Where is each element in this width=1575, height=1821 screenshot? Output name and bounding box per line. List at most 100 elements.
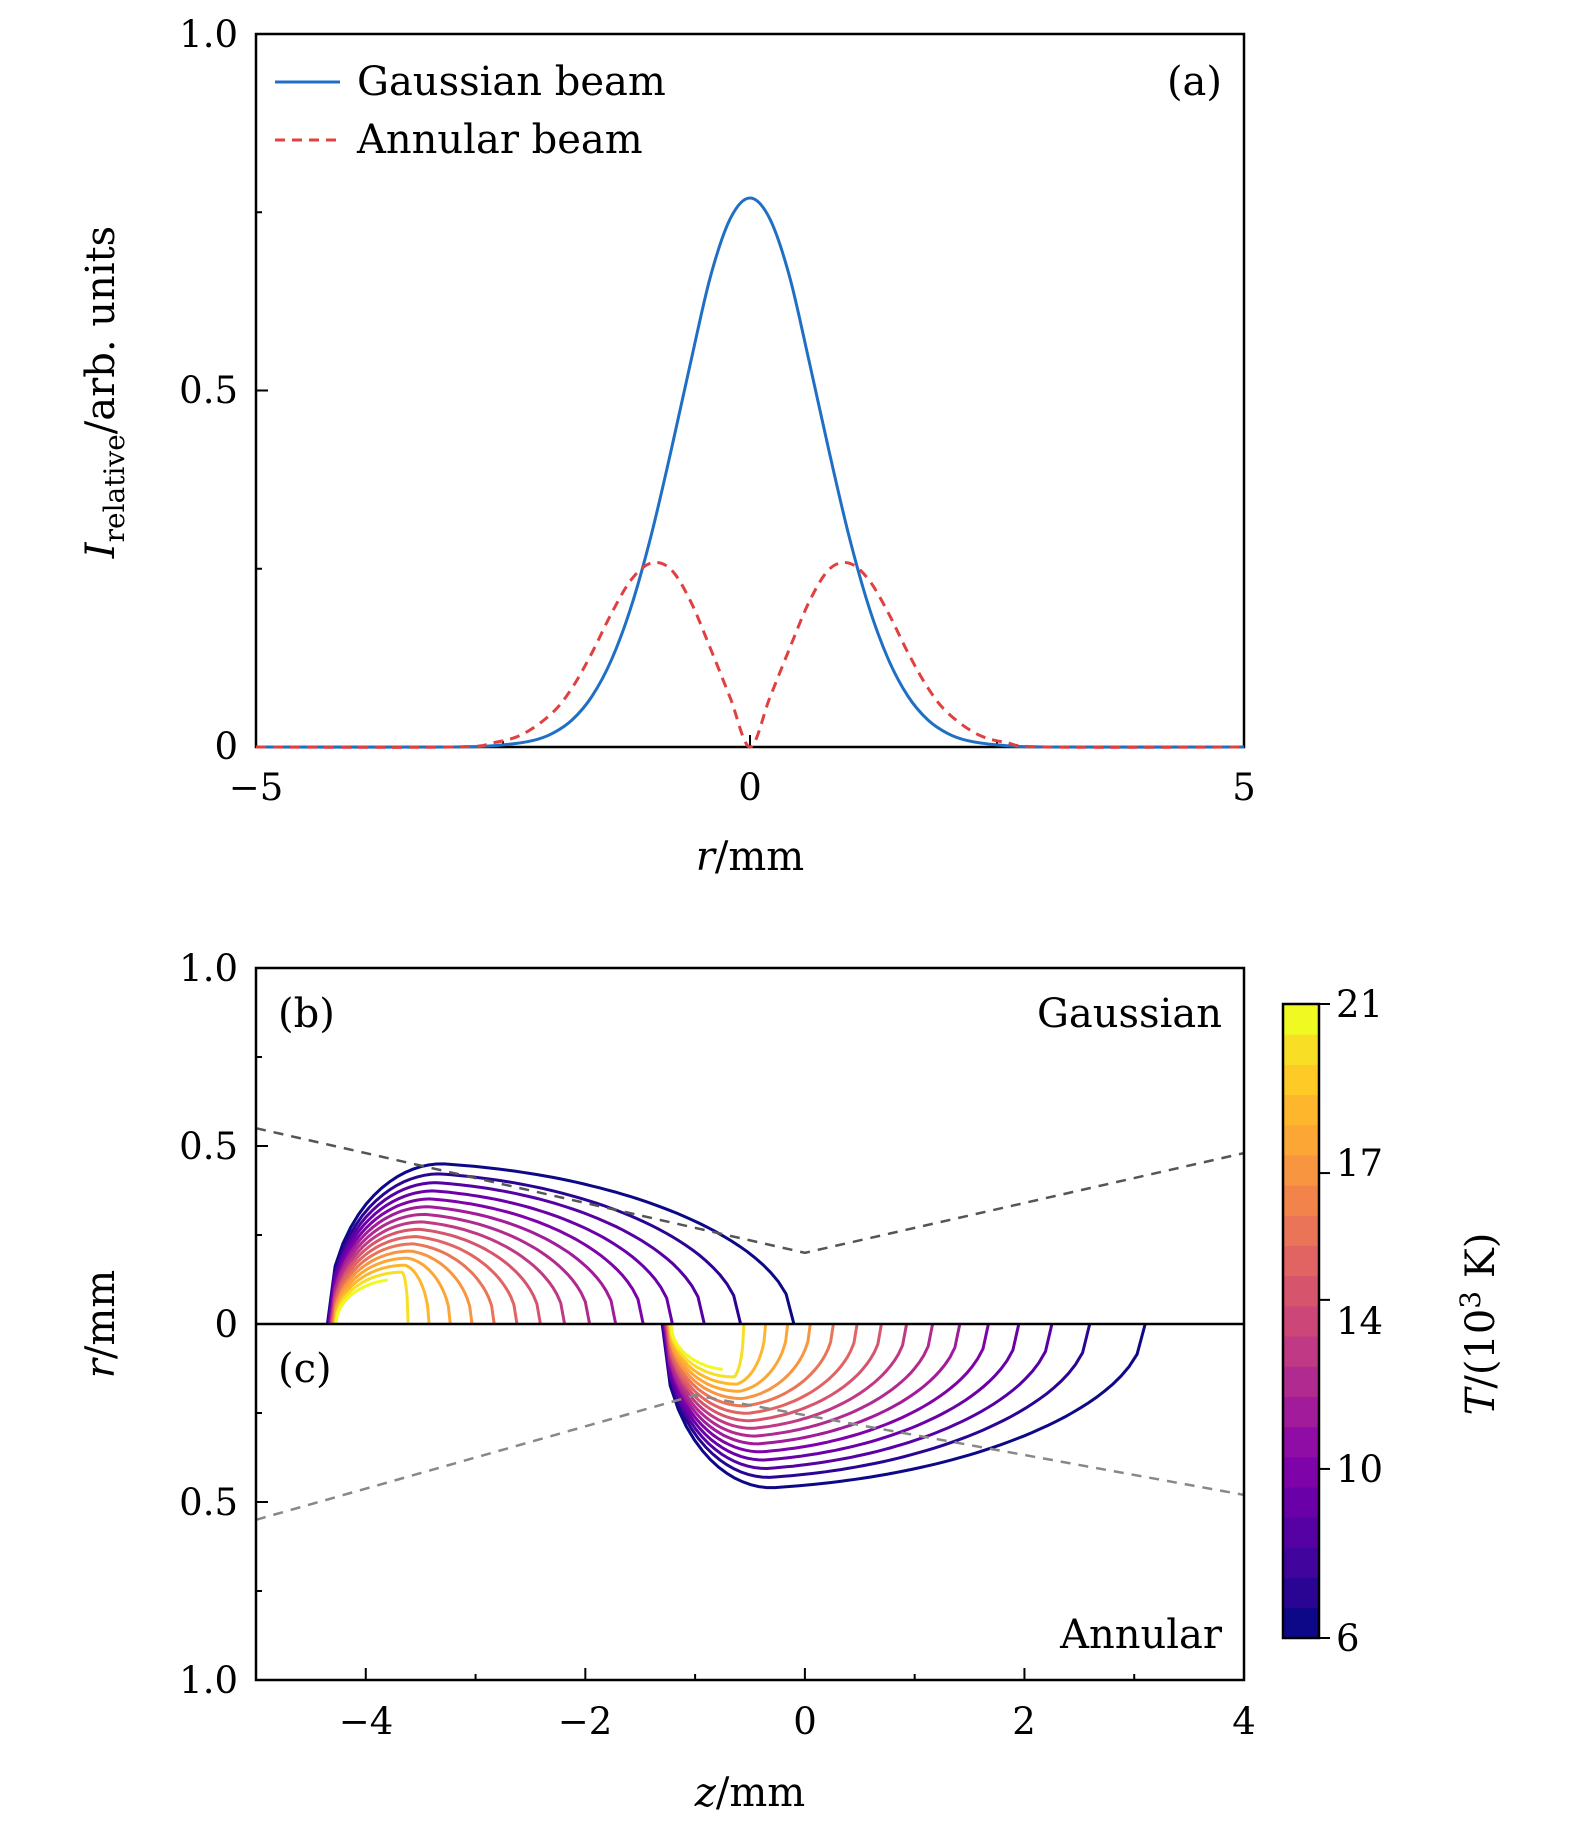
colorbar-swatch [1283,1336,1319,1367]
colorbar-tick-label: 6 [1336,1617,1360,1660]
gaussian-temperature-contour [327,1181,706,1324]
colorbar [1283,1004,1319,1639]
colorbar-swatch [1283,1215,1319,1247]
gaussian-temperature-contour [326,1172,743,1324]
colorbar-tick-label: 17 [1336,1142,1383,1185]
gaussian-contours [325,1162,796,1324]
colorbar-swatch [1283,1396,1319,1428]
gaussian-temperature-contour [329,1212,592,1324]
panel-a-ytick-label: 0.5 [179,369,238,412]
gaussian-temperature-contour [327,1189,674,1324]
colorbar-swatch [1283,1275,1319,1307]
colorbar-swatch [1283,1004,1319,1035]
gaussian-temperature-contour [333,1263,431,1324]
panel-bc-ytick-label: 0.5 [179,1125,238,1168]
gaussian-temperature-contour [328,1205,618,1324]
annular-temperature-contour [669,1324,723,1371]
annular-temperature-contour [662,1324,1021,1462]
panel-bc-xtick-label: −2 [558,1700,613,1743]
annular-temperature-contour [667,1324,812,1401]
colorbar-title: T/(103 K) [1454,1233,1504,1416]
gaussian-temperature-contour [331,1242,496,1324]
panel-bc-ytick-label: 1.0 [179,1659,238,1702]
colorbar-swatch [1283,1124,1319,1156]
panel-bc-contour-chart: −4 −2 0 2 4 1.0 0.5 0 0.5 1.0 z/mm r/mm … [78,947,1504,1816]
gaussian-region-label: Gaussian [1037,991,1222,1037]
gaussian-temperature-contour [334,1278,388,1324]
annular-temperature-contour [661,1324,1054,1471]
gaussian-temperature-contour [330,1220,567,1324]
panel-a-xtick-label: 0 [738,766,762,809]
annular-temperature-contour [664,1324,935,1438]
colorbar-ticks [1319,1003,1330,1639]
panel-a-ytick-label: 1.0 [179,13,238,56]
panel-c-label: (c) [278,1346,332,1392]
annular-temperature-contour [668,1324,746,1379]
panel-a-legend: Gaussian beam Annular beam [275,59,666,163]
panel-a-curves [255,196,1245,749]
panel-a-line-chart: −5 0 5 0 0.5 1.0 r/mm Irelative/arb. uni… [78,13,1256,880]
colorbar-swatch [1283,1456,1319,1488]
panel-a-xtick-label: 5 [1232,766,1256,809]
gaussian-temperature-contour [330,1227,542,1324]
gaussian-temperature-contour [328,1197,645,1324]
annular-temperature-contour [665,1324,883,1423]
annular-region-label: Annular [1059,1612,1223,1658]
annular-contours [660,1324,1147,1490]
panel-bc-ytick-label: 0 [214,1303,238,1346]
colorbar-swatch [1283,1154,1319,1186]
colorbar-swatch [1283,1185,1319,1216]
colorbar-tick-label: 21 [1336,983,1383,1026]
gaussian-temperature-contour [332,1249,474,1324]
annular-temperature-contour [660,1324,1147,1490]
colorbar-swatch [1283,1305,1319,1337]
colorbar-swatch [1283,1034,1319,1065]
annular-temperature-contour [665,1324,859,1415]
colorbar-swatch [1283,1547,1319,1579]
panel-bc-xtick-label: 4 [1232,1700,1256,1743]
colorbar-swatch [1283,1094,1319,1126]
gaussian-temperature-contour [331,1235,519,1324]
panel-a-xtick-label: −5 [229,766,284,809]
legend-label-annular: Annular beam [356,117,643,163]
panel-bc-xtick-label: 2 [1012,1700,1036,1743]
colorbar-swatch [1283,1577,1319,1609]
annular-temperature-contour [663,1324,962,1446]
annular-temperature-contour [661,1324,1092,1479]
panel-b-label: (b) [278,991,335,1037]
annular-temperature-contour [668,1324,768,1386]
colorbar-tick-label: 14 [1336,1300,1383,1343]
panel-a-label: (a) [1167,59,1222,105]
panel-a-x-axis-title: r/mm [696,834,804,880]
panel-bc-xtick-label: −4 [339,1700,394,1743]
annular-temperature-contour [667,1324,790,1393]
annular-beam-curve [255,560,1245,749]
annular-beam-boundary [255,1393,1245,1522]
gaussian-temperature-contour [332,1256,452,1324]
colorbar-swatch [1283,1245,1319,1277]
panel-bc-xtick-label: 0 [793,1700,817,1743]
beam-boundary-lines [255,1126,1245,1522]
annular-temperature-contour [664,1324,909,1430]
colorbar-swatch [1283,1487,1319,1518]
gaussian-beam-boundary [255,1126,1245,1255]
panel-bc-ytick-label: 1.0 [179,947,238,990]
colorbar-swatch [1283,1426,1319,1458]
panel-bc-ytick-label: 0.5 [179,1481,238,1524]
colorbar-swatch [1283,1607,1319,1639]
panel-a-ytick-label: 0 [214,725,238,768]
colorbar-swatch [1283,1517,1319,1548]
panel-bc-ticks [255,967,1245,1681]
colorbar-frame [1281,1002,1321,1640]
panel-a-y-axis-title: Irelative/arb. units [78,226,131,559]
panel-bc-x-axis-title: z/mm [694,1770,805,1816]
gaussian-temperature-contour [334,1270,410,1324]
colorbar-tick-label: 10 [1336,1448,1383,1491]
gaussian-beam-curve [255,196,1245,749]
annular-temperature-contour [663,1324,990,1454]
legend-label-gaussian: Gaussian beam [357,59,666,105]
colorbar-swatch [1283,1366,1319,1397]
panel-bc-y-axis-title: r/mm [78,1270,124,1378]
colorbar-swatch [1283,1064,1319,1096]
